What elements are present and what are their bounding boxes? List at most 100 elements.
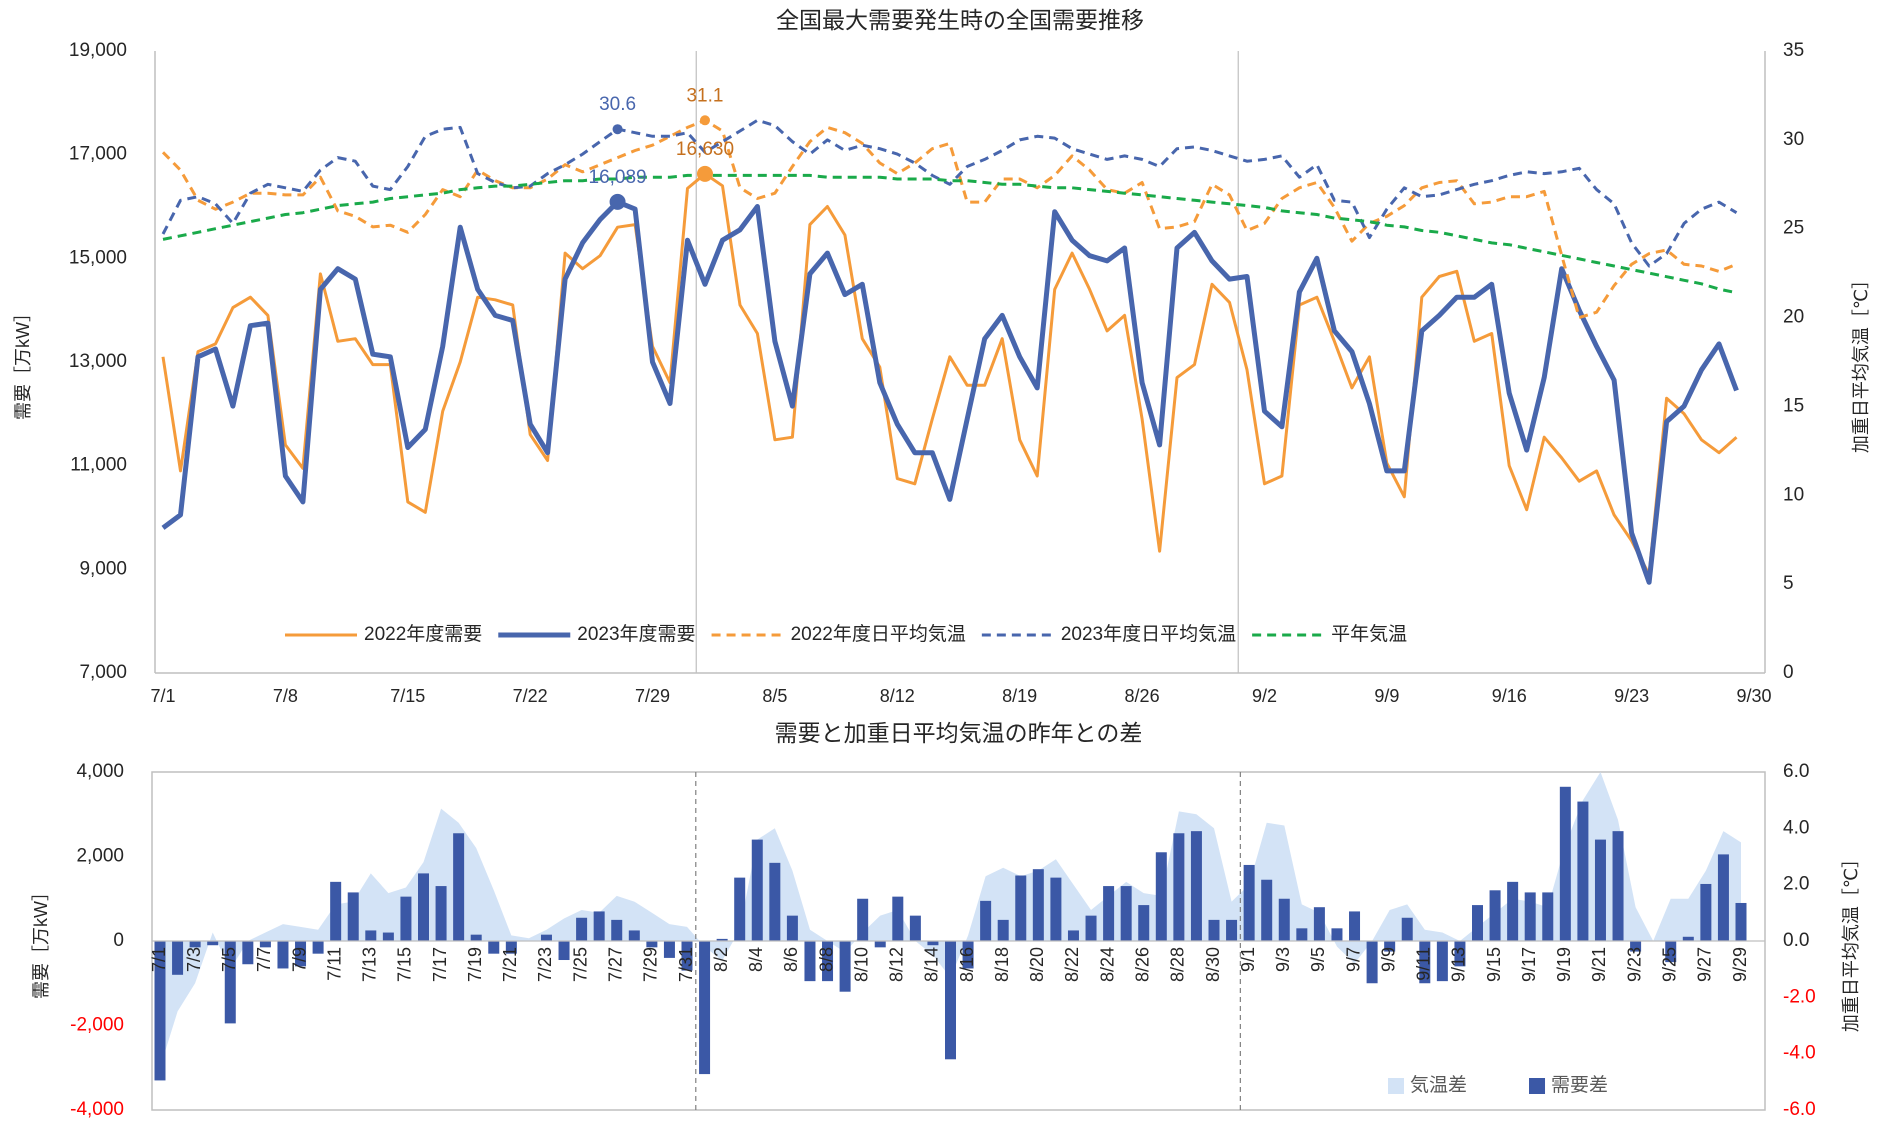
bar — [488, 941, 500, 954]
x-tick-label: 8/28 — [1168, 947, 1188, 982]
bar — [874, 941, 886, 948]
point-marker — [612, 124, 623, 135]
legend-label: 平年気温 — [1331, 623, 1407, 645]
x-tick-label: 7/15 — [395, 947, 415, 982]
line — [161, 172, 1738, 576]
bar — [1173, 833, 1185, 941]
bar — [1050, 877, 1062, 941]
bar — [172, 941, 184, 975]
y2-tick-label: 10 — [1783, 484, 1804, 505]
x-tick-label: 9/9 — [1374, 686, 1399, 706]
bar — [1384, 941, 1396, 952]
x-tick-label: 7/27 — [605, 947, 625, 982]
y2-tick-label: -2.0 — [1783, 986, 1816, 1007]
legend-swatch — [1529, 1078, 1546, 1094]
bar — [1630, 941, 1642, 952]
bar — [224, 941, 236, 1024]
x-tick-label: 7/3 — [184, 947, 204, 972]
bar — [1559, 786, 1571, 941]
bar — [1155, 852, 1167, 941]
x-tick-label: 7/17 — [430, 947, 450, 982]
x-tick-label: 8/24 — [1097, 947, 1117, 982]
y2-tick-label: 5 — [1783, 573, 1794, 594]
x-tick-label: 7/1 — [149, 947, 169, 972]
legend-label: 需要差 — [1551, 1074, 1608, 1096]
x-tick-label: 9/11 — [1414, 947, 1434, 981]
x-tick-label: 7/13 — [360, 947, 380, 982]
x-tick-label: 7/8 — [273, 686, 298, 706]
x-tick-label: 9/1 — [1238, 947, 1258, 972]
x-tick-label: 8/2 — [711, 947, 731, 972]
x-tick-label: 9/30 — [1736, 686, 1771, 706]
x-tick-label: 9/16 — [1492, 686, 1527, 706]
bar — [1735, 902, 1747, 941]
bar — [1489, 890, 1501, 941]
x-tick-label: 9/13 — [1449, 947, 1469, 982]
x-tick-label: 8/20 — [1027, 947, 1047, 982]
y2-axis-label: 加重日平均気温［℃］ — [1851, 271, 1871, 453]
y2-tick-label: 4.0 — [1783, 817, 1809, 838]
bar — [681, 941, 693, 971]
bar — [453, 833, 465, 941]
y-tick-label: 13,000 — [69, 351, 127, 372]
y2-tick-label: 30 — [1783, 129, 1804, 150]
bar — [189, 941, 201, 948]
x-tick-label: 9/19 — [1554, 947, 1574, 982]
bar — [1612, 831, 1624, 941]
x-tick-label: 8/6 — [781, 947, 801, 972]
y2-tick-label: -4.0 — [1783, 1043, 1816, 1064]
x-tick-label: 8/18 — [992, 947, 1012, 982]
bar — [1208, 919, 1220, 941]
bar — [593, 911, 605, 941]
legend-swatch — [1388, 1078, 1404, 1094]
x-tick-label: 7/23 — [535, 947, 555, 982]
bar — [347, 892, 359, 941]
bar — [277, 941, 289, 969]
y-tick-label: 11,000 — [70, 455, 127, 476]
x-tick-label: 9/23 — [1624, 947, 1644, 982]
bar — [628, 930, 640, 941]
bar — [540, 934, 552, 941]
x-tick-label: 8/19 — [1002, 686, 1037, 706]
x-tick-label: 8/8 — [816, 947, 836, 972]
y2-axis-label: 加重日平均気温［℃］ — [1841, 850, 1861, 1032]
bar — [1542, 892, 1554, 941]
y2-tick-label: 20 — [1783, 307, 1804, 328]
bar — [330, 881, 342, 941]
bar — [663, 941, 675, 958]
y-tick-label: 2,000 — [76, 846, 124, 867]
y2-tick-label: -6.0 — [1783, 1099, 1816, 1120]
point-marker — [609, 193, 626, 210]
data-label: 30.6 — [599, 94, 636, 115]
bar — [154, 941, 166, 1081]
data-label: 16,089 — [589, 167, 647, 188]
bar — [1507, 881, 1519, 941]
bar — [259, 941, 271, 948]
x-tick-label: 8/4 — [746, 947, 766, 972]
bar — [699, 941, 711, 1075]
data-label: 31.1 — [686, 85, 723, 106]
y2-tick-label: 25 — [1783, 218, 1804, 239]
legend-label: 2022年度日平均気温 — [791, 623, 966, 645]
bar — [1401, 917, 1413, 941]
line — [162, 173, 1737, 295]
bar — [1243, 864, 1255, 941]
y-axis-label: 需要［万kW］ — [13, 304, 33, 420]
x-tick-label: 9/5 — [1308, 947, 1328, 972]
bar — [1454, 941, 1466, 967]
bar — [1436, 941, 1448, 982]
bar — [962, 941, 974, 969]
legend-label: 2022年度需要 — [364, 623, 482, 645]
x-tick-label: 9/17 — [1519, 947, 1539, 982]
x-tick-label: 8/26 — [1125, 686, 1160, 706]
bar — [1665, 941, 1677, 963]
bar — [1032, 869, 1044, 941]
y-tick-label: -4,000 — [70, 1099, 124, 1120]
y2-tick-label: 2.0 — [1783, 874, 1809, 895]
bar — [1261, 879, 1273, 941]
bar — [892, 896, 904, 941]
x-tick-label: 9/2 — [1252, 686, 1277, 706]
bar — [382, 932, 394, 941]
x-tick-label: 7/1 — [150, 686, 175, 706]
